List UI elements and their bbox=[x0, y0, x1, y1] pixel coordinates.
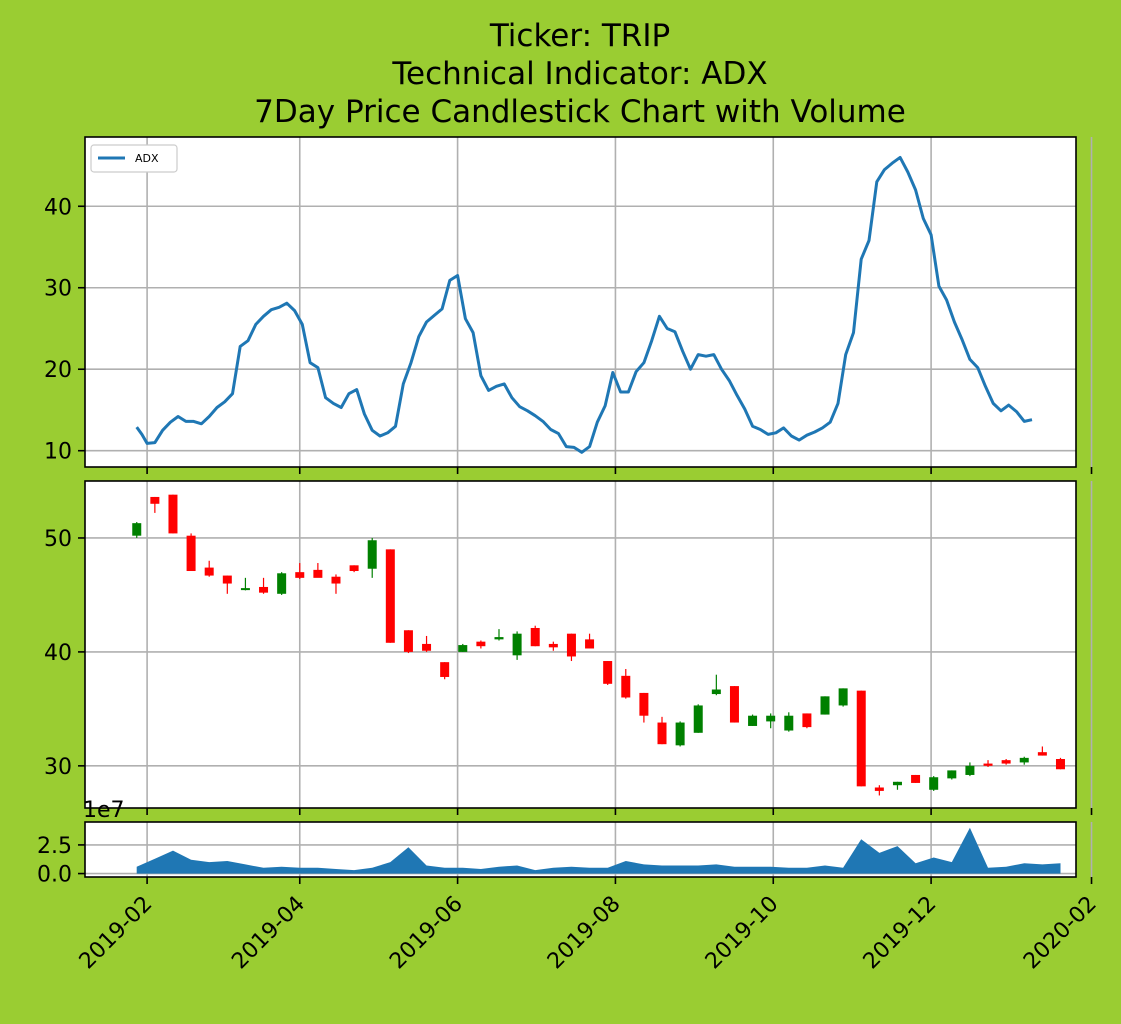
price-frame bbox=[84, 480, 1077, 809]
candle-body bbox=[874, 787, 884, 791]
candle-body bbox=[331, 576, 341, 584]
candle-body bbox=[784, 715, 794, 731]
legend-label: ADX bbox=[135, 152, 159, 165]
legend-box bbox=[90, 144, 178, 173]
adx-plot-area bbox=[85, 137, 1076, 467]
candle-body bbox=[530, 627, 540, 647]
candle-body bbox=[911, 774, 921, 783]
title-line-3: 7Day Price Candlestick Chart with Volume bbox=[254, 94, 906, 130]
candle-body bbox=[603, 661, 613, 684]
adx-y-tick-label: 40 bbox=[44, 195, 72, 220]
candle-body bbox=[150, 496, 160, 504]
candle-body bbox=[494, 637, 504, 640]
x-tick-label: 2019-04 bbox=[227, 892, 310, 975]
candle-body bbox=[1001, 760, 1011, 764]
x-tick-label: 2019-10 bbox=[701, 892, 784, 975]
candle-body bbox=[621, 675, 631, 698]
candle-body bbox=[186, 535, 196, 572]
candle-body bbox=[947, 770, 957, 779]
candle-body bbox=[585, 639, 595, 649]
adx-y-tick-label: 10 bbox=[44, 440, 72, 465]
price-y-tick-label: 30 bbox=[44, 755, 72, 780]
vol-y-tick-label: 0.0 bbox=[37, 863, 72, 888]
candle-body bbox=[222, 575, 232, 584]
candle-body bbox=[1019, 757, 1029, 763]
price-y-tick-label: 40 bbox=[44, 641, 72, 666]
candle-body bbox=[820, 696, 830, 715]
candle-body bbox=[422, 643, 432, 651]
title-line-2: Technical Indicator: ADX bbox=[391, 56, 767, 92]
candle-body bbox=[748, 715, 758, 726]
candle-body bbox=[892, 781, 902, 786]
price-y-tick-label: 50 bbox=[44, 527, 72, 552]
candle-body bbox=[277, 573, 287, 594]
x-tick-label: 2019-08 bbox=[543, 892, 626, 975]
price-panel: 30 40 50 bbox=[44, 480, 1093, 815]
adx-panel: 10 20 30 40 ADX bbox=[44, 136, 1093, 474]
x-tick-label: 2020-02 bbox=[1019, 892, 1102, 975]
candle-body bbox=[657, 722, 667, 745]
vol-frame bbox=[84, 821, 1077, 878]
chart-title: Ticker: TRIP Technical Indicator: ADX 7D… bbox=[254, 18, 906, 130]
candle-body bbox=[367, 540, 377, 569]
candle-body bbox=[204, 567, 214, 576]
candle-body bbox=[476, 641, 486, 647]
x-tick-label: 2019-12 bbox=[859, 892, 942, 975]
candle-body bbox=[168, 494, 178, 534]
price-plot-area bbox=[85, 481, 1076, 808]
candle-body bbox=[639, 692, 649, 716]
volume-offset-label: 1e7 bbox=[83, 798, 125, 823]
candle-body bbox=[929, 777, 939, 790]
candle-body bbox=[132, 523, 142, 536]
candle-body bbox=[385, 549, 395, 643]
candle-body bbox=[675, 722, 685, 746]
candle-body bbox=[856, 690, 866, 787]
x-tick-label: 2019-06 bbox=[385, 892, 468, 975]
candle-body bbox=[512, 633, 522, 656]
candle-body bbox=[259, 586, 269, 593]
adx-y-tick-label: 20 bbox=[44, 358, 72, 383]
candle-body bbox=[566, 633, 576, 657]
candle-body bbox=[802, 713, 812, 728]
candle-body bbox=[766, 715, 776, 722]
vol-y-tick-label: 2.5 bbox=[37, 834, 72, 859]
volume-area bbox=[136, 827, 1061, 874]
candle-body bbox=[1037, 752, 1047, 756]
adx-frame bbox=[84, 136, 1077, 468]
candle-body bbox=[1055, 759, 1065, 770]
candle-body bbox=[965, 765, 975, 775]
title-line-1: Ticker: TRIP bbox=[489, 18, 670, 54]
adx-y-tick-label: 30 bbox=[44, 277, 72, 302]
candle-body bbox=[440, 662, 450, 677]
candle-body bbox=[240, 588, 250, 591]
volume-panel: 0.0 2.5 1e7 2019-02 2019-04 2019-06 2019-08 201… bbox=[37, 798, 1102, 974]
candle-body bbox=[458, 645, 468, 652]
candle-body bbox=[548, 643, 558, 648]
candle-body bbox=[983, 763, 993, 766]
x-tick-label: 2019-02 bbox=[75, 892, 158, 975]
candle-body bbox=[295, 572, 305, 578]
candle-body bbox=[729, 686, 739, 723]
adx-series-line bbox=[135, 155, 1033, 454]
candle-body bbox=[711, 689, 721, 695]
candle-body bbox=[693, 705, 703, 733]
candle-body bbox=[349, 565, 359, 572]
candle-body bbox=[838, 688, 848, 706]
candle-body bbox=[403, 630, 413, 652]
candle-body bbox=[313, 569, 323, 578]
